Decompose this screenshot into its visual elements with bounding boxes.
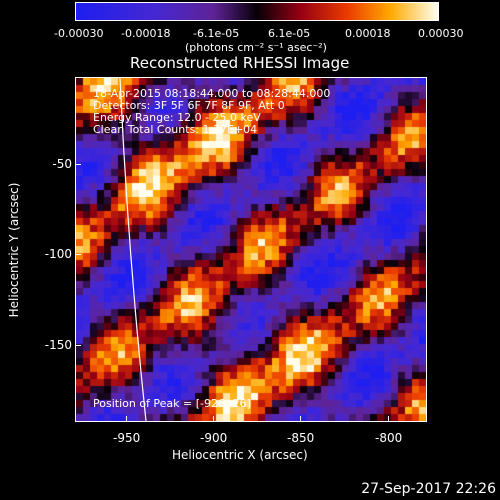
y-axis: -50 -100 -150 xyxy=(0,0,72,500)
info-clean-counts: Clean Total Counts: 1.37E+04 xyxy=(93,123,258,136)
y-tick-mark xyxy=(75,164,81,165)
peak-position: Position of Peak = [-926,-26] xyxy=(93,397,251,410)
colorbar-tick-label: 0.00018 xyxy=(345,27,391,40)
solar-limb-curve xyxy=(119,78,147,421)
x-tick-mark xyxy=(300,416,301,422)
y-tick-label: -100 xyxy=(44,247,72,261)
info-detectors: Detectors: 3F 5F 6F 7F 8F 9F, Att 0 xyxy=(93,99,285,112)
y-tick-mark xyxy=(75,345,81,346)
image-panel: 18-Apr-2015 08:18:44.000 to 08:28:44.000… xyxy=(75,77,427,422)
y-tick-mark xyxy=(75,254,81,255)
colorbar-tick-label: -6.1e-05 xyxy=(193,27,240,40)
info-energy-range: Energy Range: 12.0 - 25.0 keV xyxy=(93,111,261,124)
timestamp: 27-Sep-2017 22:26 xyxy=(361,481,496,497)
colorbar-tick-label: 6.1e-05 xyxy=(268,27,311,40)
info-time-range: 18-Apr-2015 08:18:44.000 to 08:28:44.000 xyxy=(93,87,331,100)
x-tick-label: -900 xyxy=(200,431,228,445)
colorbar-units: (photons cm⁻² s⁻¹ asec⁻²) xyxy=(185,41,327,54)
colorbar-tick-label: -0.00030 xyxy=(54,27,104,40)
x-tick-label: -950 xyxy=(113,431,141,445)
y-axis-label: Heliocentric Y (arcsec) xyxy=(7,182,21,318)
colorbar-gradient xyxy=(76,3,438,20)
x-tick-mark xyxy=(213,416,214,422)
x-tick-mark xyxy=(126,416,127,422)
x-tick-label: -800 xyxy=(375,431,403,445)
colorbar-tick-label: -0.00018 xyxy=(121,27,171,40)
colorbar-tick-label: 0.00030 xyxy=(418,27,464,40)
y-tick-label: -50 xyxy=(52,157,72,171)
x-axis-label: Heliocentric X (arcsec) xyxy=(172,448,308,462)
plot-title: Reconstructed RHESSI Image xyxy=(130,54,350,72)
x-tick-label: -850 xyxy=(287,431,315,445)
x-tick-mark xyxy=(388,416,389,422)
y-tick-label: -150 xyxy=(44,338,72,352)
colorbar xyxy=(75,2,439,21)
rhessi-heatmap xyxy=(76,78,426,421)
